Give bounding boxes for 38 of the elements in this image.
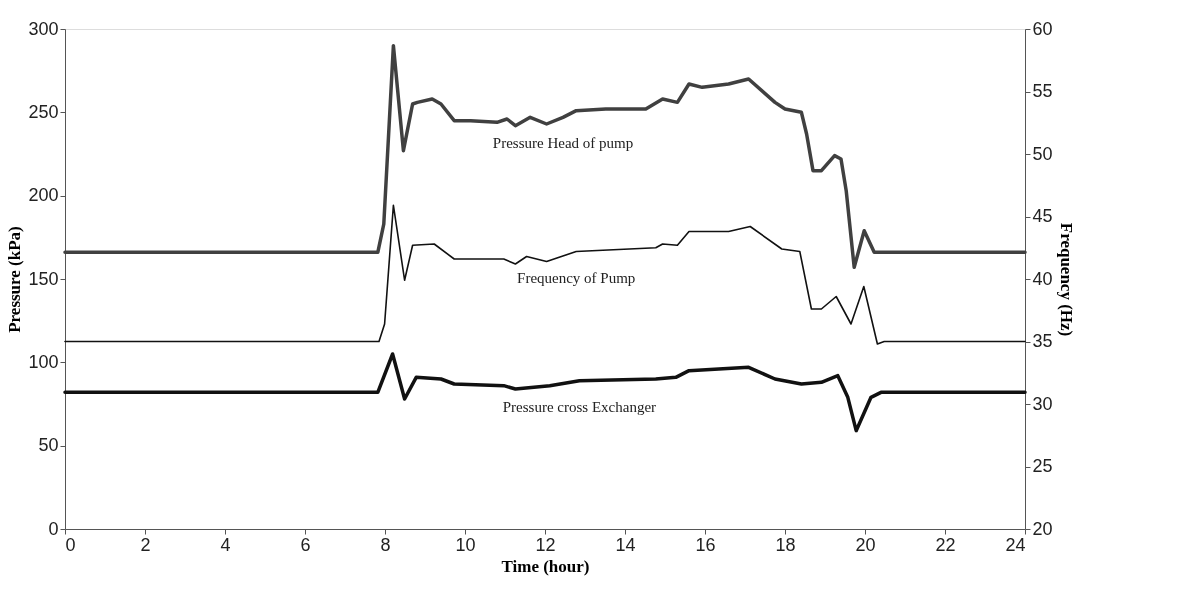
y-tick-label: 300 <box>28 18 59 39</box>
y2-tick-label: 50 <box>1032 143 1053 164</box>
series-label: Pressure cross Exchanger <box>502 398 657 415</box>
x-tick-label: 24 <box>1005 534 1026 555</box>
y-tick-label: 200 <box>28 185 59 206</box>
series-label: Pressure Head of pump <box>492 135 634 152</box>
line-series <box>63 43 1027 270</box>
y2-axis-title: Frequency (Hz) <box>1056 222 1076 337</box>
y-axis-title: Pressure (kPa) <box>5 226 25 333</box>
x-tick-label: 4 <box>220 534 231 555</box>
y2-tick-label: 20 <box>1032 518 1053 539</box>
y-tick-label: 100 <box>28 351 59 372</box>
y-tick-label: 250 <box>28 101 59 122</box>
x-tick-label: 16 <box>695 534 716 555</box>
y-tick-label: 150 <box>28 268 59 289</box>
y2-tick-label: 25 <box>1032 456 1053 476</box>
x-tick-label: 18 <box>775 534 796 555</box>
x-tick-label: 10 <box>455 534 476 555</box>
series-label: Frequency of Pump <box>517 269 636 286</box>
y2-tick-label: 45 <box>1032 206 1053 226</box>
y2-tick-label: 35 <box>1032 331 1053 351</box>
y2-tick-label: 60 <box>1032 18 1053 39</box>
x-tick-label: 20 <box>855 534 876 555</box>
x-tick-label: 14 <box>615 534 636 555</box>
x-tick-label: 12 <box>535 534 556 555</box>
y2-tick-label: 40 <box>1032 268 1053 289</box>
x-tick-label: 8 <box>380 534 391 555</box>
x-tick-label: 6 <box>300 534 311 555</box>
y2-tick-label: 55 <box>1032 81 1053 101</box>
x-axis-title: Time (hour) <box>501 556 590 576</box>
line-series <box>64 204 1026 345</box>
y-tick-label: 50 <box>38 435 59 456</box>
x-tick-label: 22 <box>935 534 956 555</box>
y2-tick-label: 30 <box>1032 393 1053 414</box>
y-tick-label: 0 <box>48 518 59 539</box>
x-tick-label: 2 <box>140 534 151 555</box>
line-series <box>63 352 1027 433</box>
x-tick-label: 0 <box>65 534 76 555</box>
